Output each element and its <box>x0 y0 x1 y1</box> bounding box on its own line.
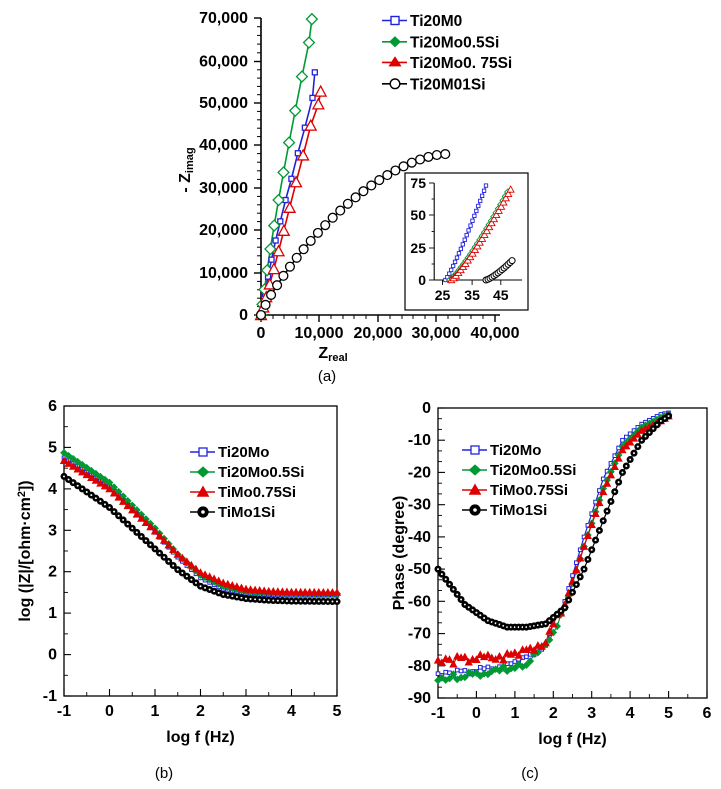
svg-text:40,000: 40,000 <box>199 137 248 154</box>
svg-text:0: 0 <box>239 307 248 324</box>
svg-text:50: 50 <box>410 207 426 223</box>
svg-text:25: 25 <box>410 240 426 256</box>
svg-text:2: 2 <box>48 564 57 581</box>
svg-text:6: 6 <box>48 398 57 415</box>
svg-text:60,000: 60,000 <box>199 54 248 71</box>
svg-text:30,000: 30,000 <box>412 325 461 342</box>
svg-text:log f (Hz): log f (Hz) <box>538 731 606 748</box>
svg-text:0: 0 <box>472 705 481 722</box>
svg-text:20,000: 20,000 <box>199 222 248 239</box>
svg-text:0: 0 <box>257 325 266 342</box>
svg-text:5: 5 <box>48 439 57 456</box>
svg-text:Ti20Mo0.5Si: Ti20Mo0.5Si <box>218 464 304 481</box>
svg-text:4: 4 <box>287 703 296 720</box>
svg-text:Ti20Mo0.5Si: Ti20Mo0.5Si <box>490 462 576 479</box>
svg-text:40,000: 40,000 <box>471 325 520 342</box>
svg-text:-40: -40 <box>408 529 431 546</box>
svg-text:-20: -20 <box>408 464 431 481</box>
svg-text:35: 35 <box>464 287 480 303</box>
svg-text:-1: -1 <box>431 705 445 722</box>
svg-text:TiMo0.75Si: TiMo0.75Si <box>490 482 568 499</box>
svg-text:(a): (a) <box>318 368 336 385</box>
svg-text:-30: -30 <box>408 497 431 514</box>
svg-text:Ti20M01Si: Ti20M01Si <box>410 76 486 93</box>
svg-text:-1: -1 <box>43 688 57 705</box>
svg-text:log f (Hz): log f (Hz) <box>166 729 234 746</box>
svg-text:2: 2 <box>196 703 205 720</box>
svg-text:log (|Z|/[ohm·cm2]): log (|Z|/[ohm·cm2]) <box>16 480 34 621</box>
svg-text:10,000: 10,000 <box>199 265 248 282</box>
svg-text:5: 5 <box>333 703 342 720</box>
svg-text:Ti20Mo0.5Si: Ti20Mo0.5Si <box>410 34 499 51</box>
svg-text:25: 25 <box>435 287 451 303</box>
svg-text:45: 45 <box>493 287 509 303</box>
svg-text:20,000: 20,000 <box>354 325 403 342</box>
svg-text:70,000: 70,000 <box>199 10 248 27</box>
svg-text:Ti20Mo: Ti20Mo <box>490 442 541 459</box>
svg-text:1: 1 <box>151 703 160 720</box>
svg-text:(b): (b) <box>155 765 173 782</box>
svg-text:1: 1 <box>48 605 57 622</box>
svg-text:0: 0 <box>418 272 426 288</box>
svg-text:50,000: 50,000 <box>199 95 248 112</box>
svg-text:-70: -70 <box>408 626 431 643</box>
svg-text:TiMo1Si: TiMo1Si <box>490 502 547 519</box>
svg-text:3: 3 <box>48 522 57 539</box>
svg-text:TiMo1Si: TiMo1Si <box>218 504 275 521</box>
svg-text:30,000: 30,000 <box>199 180 248 197</box>
svg-text:-90: -90 <box>408 690 431 707</box>
svg-text:-10: -10 <box>408 432 431 449</box>
svg-text:3: 3 <box>587 705 596 722</box>
svg-text:Ti20M0: Ti20M0 <box>410 13 462 30</box>
svg-text:2: 2 <box>549 705 558 722</box>
svg-text:4: 4 <box>626 705 635 722</box>
svg-text:6: 6 <box>703 705 712 722</box>
svg-text:TiMo0.75Si: TiMo0.75Si <box>218 484 296 501</box>
svg-text:10,000: 10,000 <box>295 325 344 342</box>
svg-text:Ti20Mo: Ti20Mo <box>218 444 269 461</box>
svg-text:0: 0 <box>48 647 57 664</box>
svg-text:1: 1 <box>510 705 519 722</box>
svg-text:4: 4 <box>48 481 57 498</box>
svg-text:3: 3 <box>242 703 251 720</box>
svg-text:Ti20Mo0. 75Si: Ti20Mo0. 75Si <box>410 55 512 72</box>
svg-text:Phase (degree): Phase (degree) <box>391 496 408 611</box>
svg-text:-80: -80 <box>408 658 431 675</box>
svg-text:-1: -1 <box>57 703 71 720</box>
svg-text:75: 75 <box>410 175 426 191</box>
svg-text:-60: -60 <box>408 593 431 610</box>
svg-text:-50: -50 <box>408 561 431 578</box>
svg-text:0: 0 <box>105 703 114 720</box>
svg-text:5: 5 <box>664 705 673 722</box>
svg-text:(c): (c) <box>521 765 539 782</box>
svg-text:0: 0 <box>422 400 431 417</box>
